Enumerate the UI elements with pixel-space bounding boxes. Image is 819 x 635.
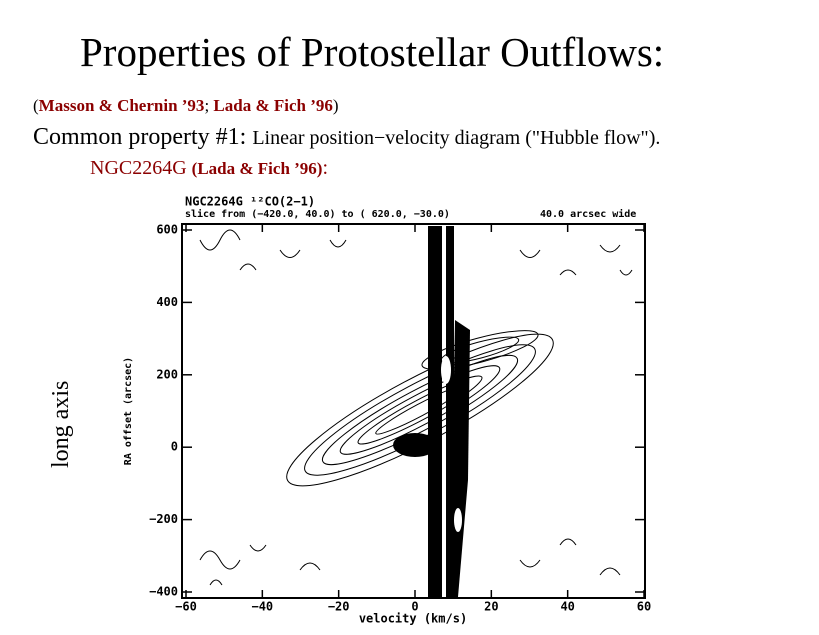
y-tick-label: 400 bbox=[156, 295, 178, 309]
property-line: Common property #1: Linear position−velo… bbox=[33, 124, 660, 151]
y-tick-label: 600 bbox=[156, 223, 178, 237]
x-tick-label: −20 bbox=[328, 600, 350, 614]
example-colon: : bbox=[322, 157, 329, 179]
y-tick-label: 200 bbox=[156, 367, 178, 381]
y-tick-label: −200 bbox=[149, 512, 178, 526]
property-text: Linear position−velocity diagram ("Hubbl… bbox=[252, 127, 661, 149]
y-tick-label: 0 bbox=[171, 440, 178, 454]
citation-part: Masson & Chernin ’93 bbox=[38, 96, 205, 115]
plot-frame bbox=[181, 223, 646, 599]
figure-title: NGC2264G ¹²CO(2−1) bbox=[185, 195, 315, 209]
x-axis-label: velocity (km/s) bbox=[359, 612, 467, 626]
example-line: NGC2264G (Lada & Fich ’96): bbox=[90, 157, 328, 180]
y-tick-label: −400 bbox=[149, 585, 178, 599]
citation-part: Lada & Fich ’96 bbox=[213, 96, 333, 115]
x-tick-label: 20 bbox=[484, 600, 498, 614]
slide-title: Properties of Protostellar Outflows: bbox=[80, 29, 665, 75]
example-ref: (Lada & Fich ’96) bbox=[191, 159, 323, 178]
figure-width-note: 40.0 arcsec wide bbox=[540, 208, 636, 220]
citation-part: ( bbox=[33, 96, 39, 115]
x-tick-label: 40 bbox=[560, 600, 574, 614]
contours bbox=[199, 229, 633, 586]
figure-subtitle: slice from (−420.0, 40.0) to ( 620.0, −3… bbox=[185, 208, 450, 220]
band-holes bbox=[441, 356, 462, 532]
property-lead: Common property #1: bbox=[33, 124, 247, 150]
citation: (Masson & Chernin ’93; Lada & Fich ’96) bbox=[33, 96, 339, 116]
x-tick-label: 0 bbox=[411, 600, 418, 614]
x-tick-label: 60 bbox=[637, 600, 651, 614]
x-tick-label: −40 bbox=[251, 600, 273, 614]
x-tick-label: −60 bbox=[175, 600, 197, 614]
y-axis-label: RA offset (arcsec) bbox=[123, 357, 134, 465]
citation-part: ) bbox=[332, 96, 339, 115]
example-object: NGC2264G bbox=[90, 157, 187, 179]
citation-part: ; bbox=[204, 96, 214, 115]
